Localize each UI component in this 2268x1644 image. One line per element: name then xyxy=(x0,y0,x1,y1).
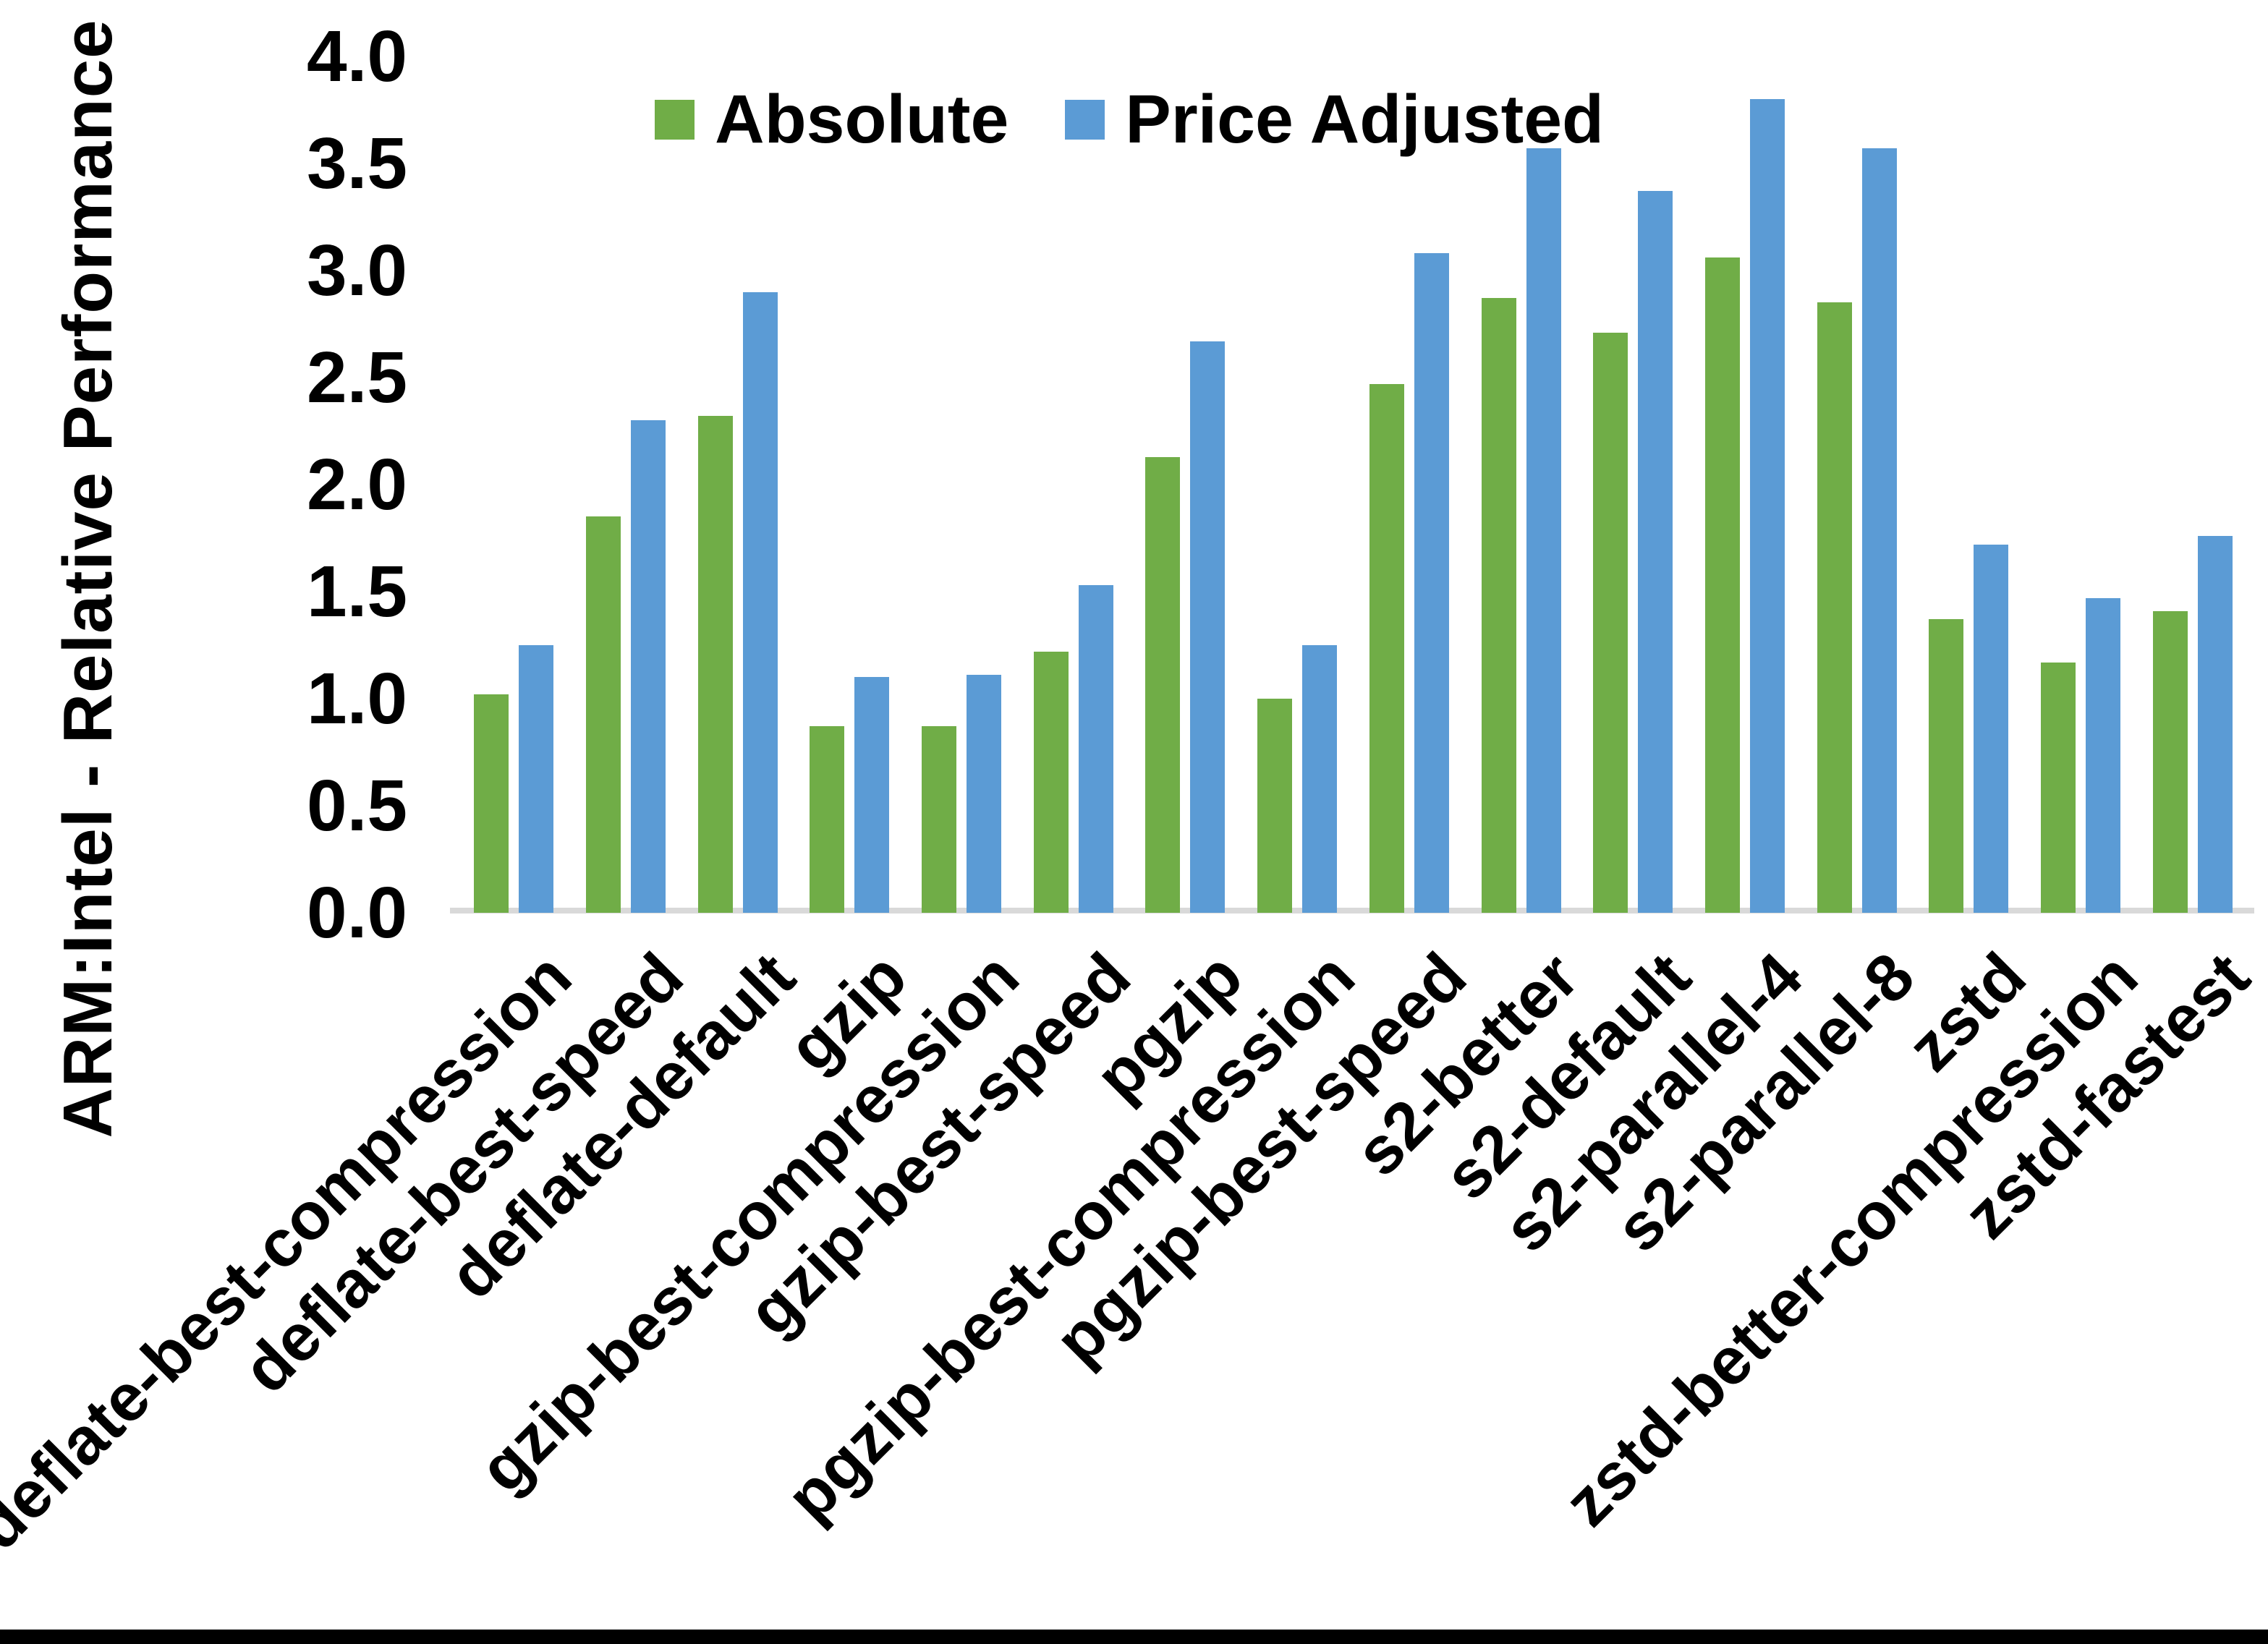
bar-group-s2-better xyxy=(1465,56,1577,913)
bottom-border xyxy=(0,1630,2268,1644)
bar-price-adjusted-pgzip-best-speed xyxy=(1414,253,1449,913)
bar-group-zstd-better-compression xyxy=(2025,56,2137,913)
bar-absolute-pgzip xyxy=(1145,456,1181,913)
bar-price-adjusted-gzip-best-compression xyxy=(967,675,1002,913)
bar-absolute-zstd-better-compression xyxy=(2040,662,2076,913)
bar-group-gzip-best-compression xyxy=(906,56,1018,913)
legend: Absolute Price Adjusted xyxy=(655,85,1604,154)
bar-group-gzip xyxy=(794,56,906,913)
bar-absolute-s2-parallel-8 xyxy=(1817,302,1852,913)
bar-absolute-pgzip-best-compression xyxy=(1257,699,1293,913)
bar-group-deflate-default xyxy=(681,56,794,913)
bar-price-adjusted-s2-parallel-4 xyxy=(1749,99,1785,913)
bar-price-adjusted-zstd-better-compression xyxy=(2085,597,2120,913)
x-axis-label-pgzip: pgzip xyxy=(1082,939,1257,1115)
plot-area xyxy=(458,56,2248,913)
x-axis-label-pgzip-best-compression: pgzip-best-compression xyxy=(772,939,1369,1536)
bar-group-s2-parallel-8 xyxy=(1801,56,1913,913)
bar-price-adjusted-gzip-best-speed xyxy=(1078,585,1113,913)
bar-absolute-s2-default xyxy=(1593,332,1628,913)
y-tick-label-0.0: 0.0 xyxy=(306,872,407,953)
x-axis-label-zstd: zstd xyxy=(1893,939,2040,1086)
y-tick-label-3.0: 3.0 xyxy=(306,230,407,311)
bar-price-adjusted-deflate-best-compression xyxy=(519,645,554,913)
bar-absolute-deflate-best-speed xyxy=(586,516,621,913)
legend-swatch-price-adjusted xyxy=(1065,100,1105,140)
bar-absolute-zstd-fastest xyxy=(2152,610,2188,913)
bar-absolute-deflate-default xyxy=(697,416,733,913)
bar-group-deflate-best-compression xyxy=(458,56,570,913)
bar-price-adjusted-s2-better xyxy=(1526,148,1561,913)
legend-label-price-adjusted: Price Adjusted xyxy=(1125,81,1605,158)
bar-group-zstd-fastest xyxy=(2136,56,2248,913)
legend-swatch-absolute xyxy=(655,100,695,140)
y-tick-label-1.0: 1.0 xyxy=(306,658,407,739)
y-tick-label-4.0: 4.0 xyxy=(306,16,407,97)
x-axis-label-s2-parallel-4: s2-parallel-4 xyxy=(1489,939,1817,1266)
bar-group-pgzip xyxy=(1129,56,1241,913)
bar-group-zstd xyxy=(1913,56,2025,913)
x-axis-label-gzip-best-compression: gzip-best-compression xyxy=(465,939,1033,1507)
x-axis-label-deflate-default: deflate-default xyxy=(435,939,810,1313)
legend-label-absolute: Absolute xyxy=(715,81,1009,158)
bar-price-adjusted-s2-parallel-8 xyxy=(1861,148,1897,913)
bar-price-adjusted-pgzip-best-compression xyxy=(1302,645,1338,913)
bar-absolute-deflate-best-compression xyxy=(474,694,509,913)
bar-price-adjusted-s2-default xyxy=(1638,191,1673,913)
bar-absolute-gzip-best-compression xyxy=(922,726,957,913)
legend-item-absolute: Absolute xyxy=(655,85,1008,154)
bar-group-pgzip-best-compression xyxy=(1241,56,1354,913)
bar-price-adjusted-deflate-best-speed xyxy=(631,420,666,913)
y-tick-label-3.5: 3.5 xyxy=(306,123,407,204)
legend-item-price-adjusted: Price Adjusted xyxy=(1065,85,1604,154)
bar-price-adjusted-gzip xyxy=(854,677,890,913)
x-axis-label-zstd-better-compression: zstd-better-compression xyxy=(1550,939,2152,1541)
x-axis-label-gzip: gzip xyxy=(774,939,921,1086)
bar-group-s2-parallel-4 xyxy=(1689,56,1801,913)
y-tick-label-2.0: 2.0 xyxy=(306,444,407,525)
bar-price-adjusted-zstd-fastest xyxy=(2197,536,2233,913)
bar-group-gzip-best-speed xyxy=(1017,56,1129,913)
bar-group-pgzip-best-speed xyxy=(1354,56,1466,913)
bar-price-adjusted-zstd xyxy=(1974,544,2009,913)
y-tick-label-2.5: 2.5 xyxy=(306,337,407,418)
x-axis-label-s2-default: s2-default xyxy=(1430,939,1704,1214)
x-axis-label-s2-parallel-8: s2-parallel-8 xyxy=(1601,939,1929,1266)
x-axis-label-s2-better: s2-better xyxy=(1341,939,1593,1191)
bar-absolute-zstd xyxy=(1929,619,1964,913)
bar-absolute-pgzip-best-speed xyxy=(1369,383,1404,913)
bar-group-deflate-best-speed xyxy=(570,56,682,913)
y-tick-label-1.5: 1.5 xyxy=(306,551,407,632)
bar-price-adjusted-deflate-default xyxy=(742,291,778,913)
x-axis-label-zstd-fastest: zstd-fastest xyxy=(1950,939,2264,1253)
bar-group-s2-default xyxy=(1577,56,1689,913)
x-axis-label-gzip-best-speed: gzip-best-speed xyxy=(734,939,1145,1350)
bar-absolute-gzip xyxy=(810,726,845,913)
bar-price-adjusted-pgzip xyxy=(1190,341,1226,913)
x-axis-line xyxy=(450,908,2254,913)
y-tick-label-0.5: 0.5 xyxy=(306,765,407,846)
y-axis-ticks: 0.0 0.5 1.0 1.5 2.0 2.5 3.0 3.5 4.0 xyxy=(0,0,407,1644)
bar-absolute-gzip-best-speed xyxy=(1033,651,1069,913)
bar-absolute-s2-parallel-4 xyxy=(1704,257,1740,913)
bar-absolute-s2-better xyxy=(1481,298,1516,913)
x-axis-label-pgzip-best-speed: pgzip-best-speed xyxy=(1041,939,1481,1379)
